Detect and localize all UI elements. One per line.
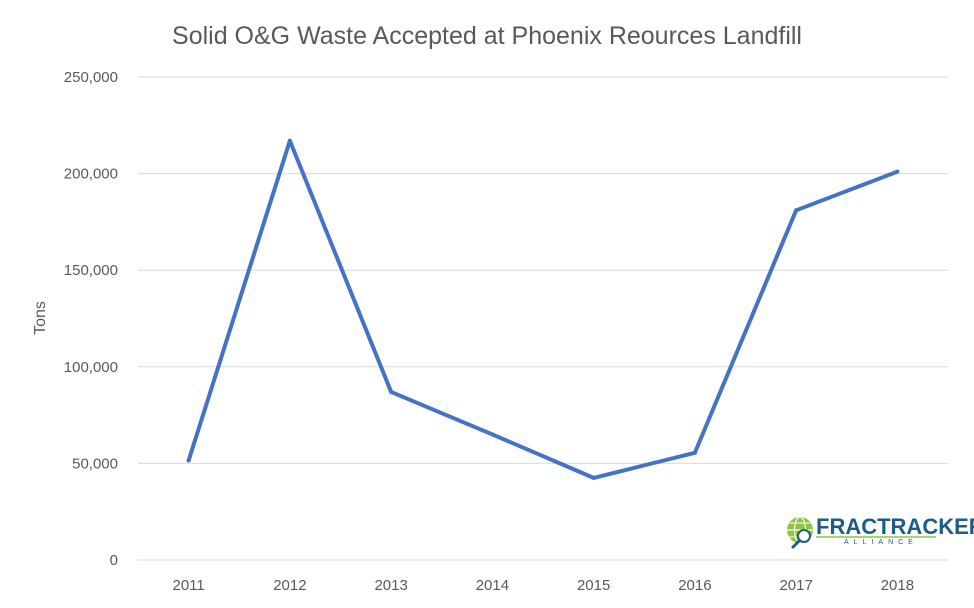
- data-point: [794, 208, 799, 213]
- y-tick-label: 150,000: [64, 262, 118, 279]
- y-tick-label: 200,000: [64, 166, 118, 183]
- y-tick-label: 100,000: [64, 359, 118, 376]
- x-tick-label: 2018: [881, 577, 914, 594]
- data-point: [186, 458, 191, 463]
- logo-tagline: ALLIANCE: [844, 539, 918, 546]
- data-point: [287, 138, 292, 143]
- x-tick-label: 2014: [476, 577, 509, 594]
- x-tick-label: 2015: [577, 577, 610, 594]
- chart-title: Solid O&G Waste Accepted at Phoenix Reou…: [172, 22, 802, 50]
- y-tick-label: 50,000: [72, 455, 118, 472]
- gridlines: [138, 76, 948, 561]
- data-point: [895, 169, 900, 174]
- fractracker-logo: FRACTRACKER ALLIANCE: [787, 514, 974, 549]
- series-layer: [186, 138, 900, 480]
- logo-name: FRACTRACKER: [816, 514, 974, 539]
- x-tick-label: 2012: [273, 577, 306, 594]
- x-tick-label: 2011: [172, 577, 204, 594]
- y-tick-label: 0: [110, 552, 118, 569]
- magnifier-icon: [791, 529, 811, 549]
- data-point: [490, 432, 495, 437]
- x-tick-label: 2013: [374, 577, 407, 594]
- y-axis-label: Tons: [32, 301, 49, 335]
- data-point: [389, 389, 394, 394]
- x-tick-label: 2016: [678, 577, 711, 594]
- y-tick-label: 250,000: [64, 69, 118, 86]
- x-tick-label: 2017: [779, 577, 812, 594]
- x-axis: 2011 2012 2013 2014 2015 2016 2017 2018: [172, 577, 914, 594]
- data-point: [692, 450, 697, 455]
- series-line: [186, 138, 900, 480]
- y-axis: 0 50,000 100,000 150,000 200,000 250,000: [64, 69, 118, 569]
- data-point: [591, 475, 596, 480]
